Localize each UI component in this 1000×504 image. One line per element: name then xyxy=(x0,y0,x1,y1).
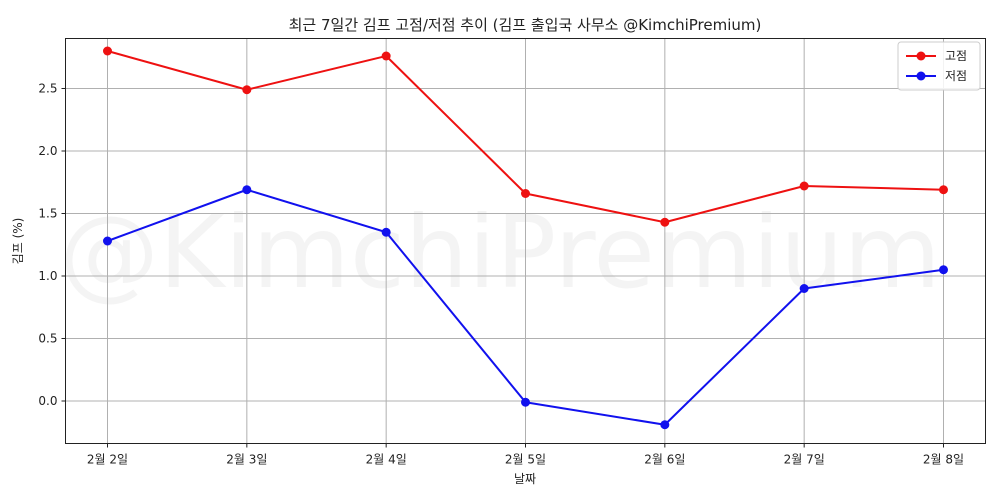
axis-ticks: 2월 2일 2월 3일 2월 4일 2월 5일 2월 6일 2월 7일 2월 8일 0.0 0.… xyxy=(38,82,964,467)
y-tick-label: 0.0 xyxy=(38,394,57,408)
y-tick-label: 2.0 xyxy=(38,144,57,158)
data-point-low xyxy=(660,420,670,430)
legend-box xyxy=(897,41,981,91)
y-axis-label: 김프 (%) xyxy=(11,218,25,265)
data-point-low xyxy=(242,185,252,195)
watermark-text: @KimchiPremium xyxy=(59,194,941,311)
y-tick-label: 0.5 xyxy=(38,332,57,346)
data-point-low xyxy=(381,227,391,237)
legend: 고점 저점 xyxy=(897,41,981,91)
y-tick-label: 1.0 xyxy=(38,269,57,283)
data-point-high xyxy=(103,46,112,56)
series-layer xyxy=(103,46,948,430)
data-point-low xyxy=(939,265,948,275)
data-point-high xyxy=(242,85,252,95)
legend-marker-low xyxy=(916,71,926,81)
x-axis-label: 날짜 xyxy=(514,472,536,486)
data-point-high xyxy=(381,51,391,61)
legend-label-low: 저점 xyxy=(945,69,967,83)
chart-title: 최근 7일간 김프 고점/저점 추이 (김프 출입국 사무소 @KimchiPr… xyxy=(289,16,762,34)
x-tick-label: 2월 2일 xyxy=(87,453,128,467)
data-point-high xyxy=(660,217,670,227)
data-point-high xyxy=(521,189,530,198)
x-tick-label: 2월 6일 xyxy=(644,453,685,467)
x-tick-label: 2월 4일 xyxy=(366,453,407,467)
data-point-high xyxy=(799,181,809,191)
y-tick-label: 2.5 xyxy=(38,82,57,96)
x-tick-label: 2월 3일 xyxy=(226,453,267,467)
data-point-low xyxy=(521,397,530,407)
data-point-low xyxy=(103,236,112,246)
data-point-low xyxy=(799,284,809,293)
legend-label-high: 고점 xyxy=(945,49,967,63)
data-point-high xyxy=(939,185,948,195)
x-tick-label: 2월 5일 xyxy=(505,453,546,467)
grid-layer xyxy=(65,38,986,444)
x-tick-label: 2월 8일 xyxy=(923,453,964,467)
legend-marker-high xyxy=(916,51,926,61)
x-tick-label: 2월 7일 xyxy=(784,453,825,467)
y-tick-label: 1.5 xyxy=(38,207,57,221)
